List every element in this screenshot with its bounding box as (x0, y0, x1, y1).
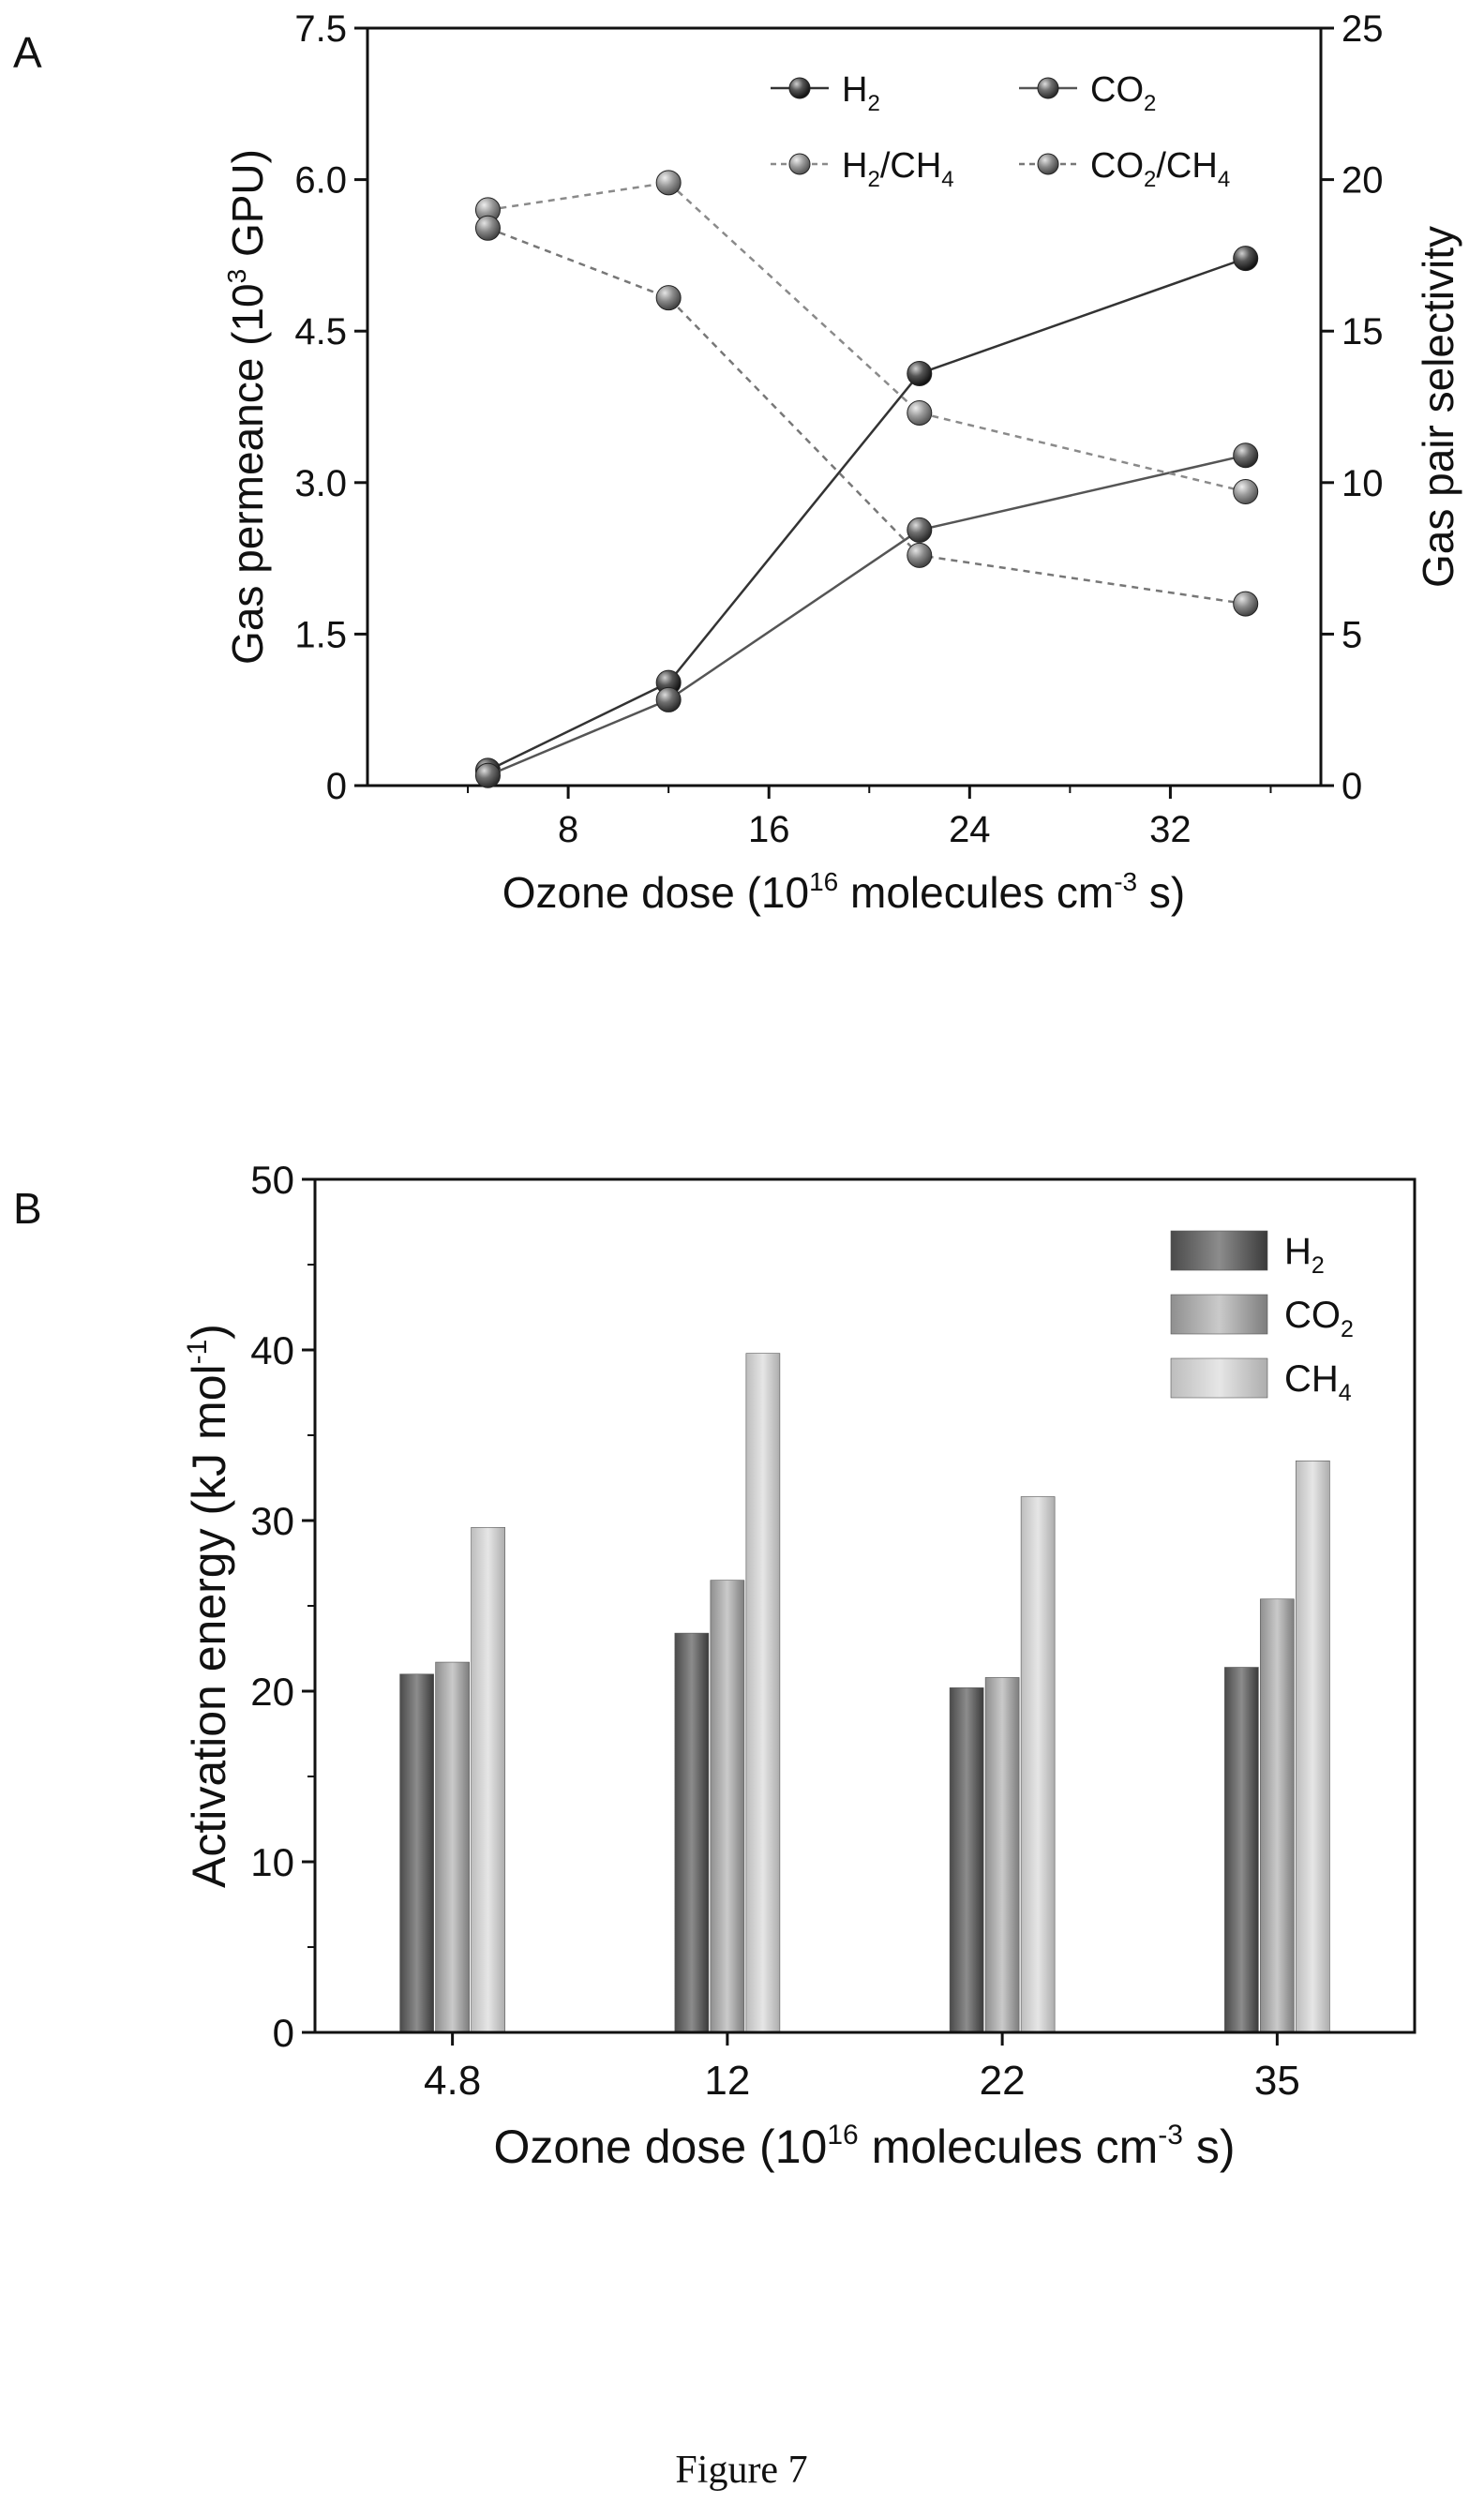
panel-a-left-y-axis-label: Gas permeance (103 GPU) (222, 149, 272, 665)
panel-b-y-axis-label: Activation energy (kJ mol-1) (182, 1324, 235, 1888)
panel-b-legend-label: CH4 (1284, 1358, 1352, 1406)
panel-a-legend-marker (789, 78, 810, 98)
panel-b-bar (985, 1677, 1019, 2032)
panel-a-legend-label: H2/CH4 (842, 146, 954, 192)
panel-a-plot-frame (367, 28, 1321, 786)
panel-a-right-tick-label: 5 (1342, 614, 1362, 655)
panel-b-legend-label: CO2 (1284, 1295, 1354, 1342)
panel-a-right-tick-label: 20 (1342, 160, 1384, 202)
panel-a-right-tick-label: 10 (1342, 463, 1384, 504)
panel-a-data-point (1234, 479, 1258, 503)
panel-b-x-tick-label: 12 (704, 2058, 750, 2104)
panel-a-legend-marker (789, 154, 810, 174)
panel-b-y-tick-label: 40 (250, 1328, 294, 1372)
panel-b-legend-swatch (1171, 1231, 1267, 1270)
panel-a-legend-label: CO2 (1090, 70, 1156, 116)
panel-b-x-axis-label: Ozone dose (1016 molecules cm-3 s) (494, 2120, 1236, 2173)
panel-b-bar (436, 1662, 470, 2032)
panel-a-series-line (487, 228, 1245, 604)
panel-a-data-point (1234, 592, 1258, 616)
panel-a-data-point (1234, 443, 1258, 468)
panel-b-legend-label: H2 (1284, 1231, 1325, 1279)
panel-a-series-line (487, 456, 1245, 776)
panel-a-x-tick-label: 32 (1149, 809, 1192, 850)
panel-b-bar (400, 1674, 434, 2032)
panel-a-data-point (907, 517, 932, 542)
panel-b-chart: B 0 10 20 30 40 50 4.8 12 22 35 H2 CO2 CH4 Ozone do… (13, 1158, 1415, 2173)
panel-b-bar (1260, 1599, 1294, 2032)
panel-b-legend-swatch (1171, 1295, 1267, 1334)
panel-a-left-tick-label: 0 (326, 766, 347, 807)
panel-a-right-tick-label: 0 (1342, 766, 1362, 807)
panel-a-data-point (1234, 247, 1258, 271)
panel-a-right-y-axis-label: Gas pair selectivity (1414, 226, 1462, 588)
panel-a-x-tick-label: 16 (748, 809, 790, 850)
panel-b-bar (746, 1354, 780, 2032)
panel-a-left-tick-label: 3.0 (294, 463, 347, 504)
panel-a-left-tick-label: 7.5 (294, 8, 347, 50)
panel-b-legend: H2 CO2 CH4 (1171, 1231, 1354, 1406)
panel-a-data-point (475, 216, 500, 240)
panel-a-data-point (656, 687, 681, 712)
panel-b-x-tick-label: 22 (980, 2058, 1026, 2104)
panel-a-x-tick-label: 24 (949, 809, 991, 850)
panel-a-legend-label: H2 (842, 70, 880, 116)
panel-b-label: B (13, 1184, 42, 1233)
panel-b-y-tick-label: 30 (250, 1499, 294, 1543)
panel-a-series-line (487, 183, 1245, 492)
panel-b-bar (675, 1633, 709, 2032)
panel-a-right-tick-label: 15 (1342, 311, 1384, 352)
panel-b-bar (1296, 1461, 1329, 2032)
panel-b-y-tick-label: 10 (250, 1840, 294, 1884)
panel-b-bar (1021, 1497, 1055, 2032)
panel-b-y-tick-label: 0 (273, 2011, 294, 2055)
panel-b-bar (472, 1527, 505, 2032)
panel-a-series (475, 171, 1257, 787)
panel-b-legend-swatch (1171, 1358, 1267, 1398)
panel-a-x-axis-label: Ozone dose (1016 molecules cm-3 s) (502, 867, 1185, 917)
panel-a-legend-marker (1038, 154, 1058, 174)
panel-a-data-point (656, 171, 681, 195)
panel-a-left-tick-label: 4.5 (294, 311, 347, 352)
panel-a-x-tick-label: 8 (558, 809, 578, 850)
panel-a-series-line (487, 259, 1245, 771)
panel-b-bar (711, 1581, 744, 2032)
panel-b-x-tick-label: 4.8 (424, 2058, 481, 2104)
panel-a-data-point (656, 286, 681, 310)
panel-a-data-point (907, 400, 932, 425)
panel-a-left-tick-label: 1.5 (294, 614, 347, 655)
panel-b-bar (950, 1687, 983, 2032)
panel-a-data-point (475, 763, 500, 787)
panel-a-data-point (907, 543, 932, 567)
panel-a-chart: A 8 16 24 32 0 1.5 3.0 4.5 6.0 7.5 0 5 10 15 20 25 H2 CO… (13, 8, 1462, 917)
panel-b-y-tick-label: 20 (250, 1670, 294, 1714)
panel-a-legend-marker (1038, 78, 1058, 98)
panel-a-ticks: 8 16 24 32 0 1.5 3.0 4.5 6.0 7.5 0 5 10 15 20 25 (294, 8, 1383, 850)
panel-a-left-tick-label: 6.0 (294, 160, 347, 202)
panel-a-label: A (13, 28, 42, 77)
panel-b-x-tick-label: 35 (1254, 2058, 1300, 2104)
panel-b-bar (1224, 1668, 1258, 2032)
panel-a-legend: H2 CO2 H2/CH4 CO2/CH4 (771, 70, 1230, 192)
panel-b-bars (400, 1354, 1330, 2032)
panel-a-right-tick-label: 25 (1342, 8, 1384, 50)
panel-b-y-tick-label: 50 (250, 1158, 294, 1202)
figure-caption: Figure 7 (675, 2449, 807, 2492)
panel-a-data-point (907, 361, 932, 385)
panel-a-legend-label: CO2/CH4 (1090, 146, 1230, 192)
